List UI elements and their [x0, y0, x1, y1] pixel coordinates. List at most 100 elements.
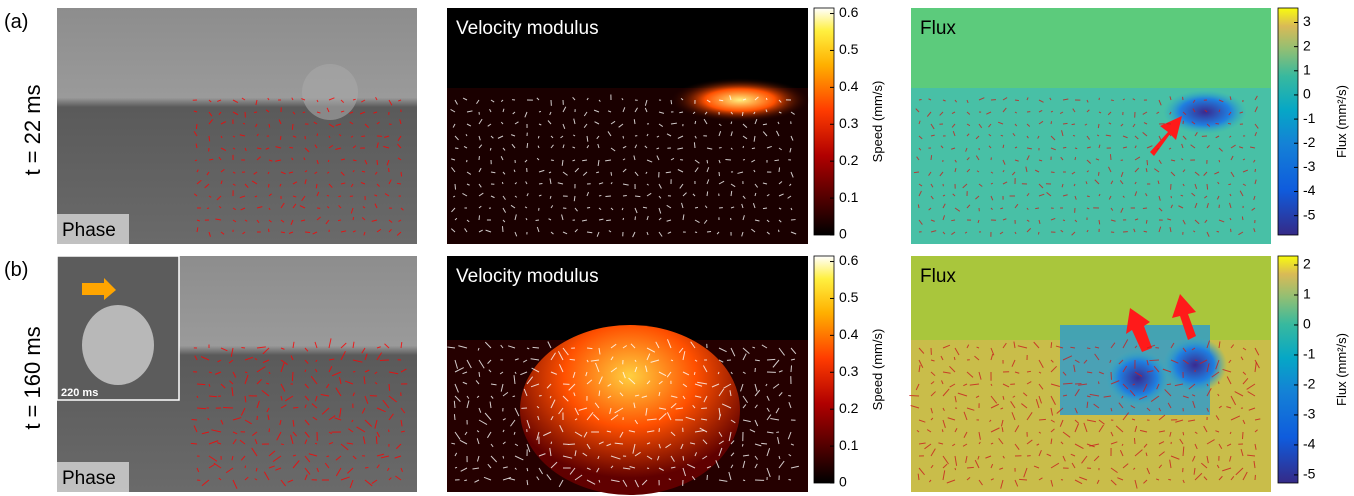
vector [1134, 438, 1135, 444]
phase-label: Phase [62, 468, 116, 489]
vector [1111, 372, 1112, 380]
vector [1219, 160, 1220, 162]
vector [464, 480, 467, 481]
vector [551, 442, 552, 444]
tick-label: -3 [1303, 158, 1316, 174]
vector [207, 208, 209, 209]
tick-label: -1 [1303, 110, 1316, 126]
vector [742, 444, 743, 446]
vector [502, 226, 503, 232]
tick-label: 0.2 [839, 152, 859, 168]
vector [671, 360, 673, 361]
vector [281, 232, 285, 233]
vector [1015, 100, 1019, 101]
vector [281, 444, 284, 445]
vector [362, 171, 365, 172]
vector [538, 136, 539, 138]
vector [1038, 232, 1039, 234]
time-label: t = 22 ms [20, 84, 45, 175]
vector [1147, 160, 1148, 165]
vector [245, 372, 247, 373]
vector [292, 372, 293, 381]
vector [490, 148, 491, 151]
vector [1072, 124, 1075, 125]
vector [743, 480, 745, 481]
tick-label: 0.1 [839, 189, 859, 205]
vector [209, 136, 210, 141]
vector [695, 232, 697, 233]
vector [454, 414, 455, 420]
vector [377, 160, 378, 165]
vector [707, 191, 708, 196]
tick-label: 0.5 [839, 289, 859, 305]
vector [788, 479, 791, 480]
tick-label: -2 [1303, 134, 1316, 150]
vector [305, 232, 310, 233]
vector [694, 142, 695, 148]
vector [623, 136, 624, 139]
vector [254, 112, 257, 113]
panel-label: (a) [4, 11, 28, 33]
vector [743, 146, 744, 148]
vector [1195, 360, 1198, 361]
vector [1098, 172, 1099, 176]
tick-label: 2 [1303, 37, 1311, 53]
vector [914, 172, 919, 173]
tick-label: -3 [1303, 406, 1316, 422]
vector [196, 124, 197, 129]
vector [289, 147, 293, 148]
vector [539, 111, 541, 112]
vector [918, 204, 919, 208]
vector [671, 100, 672, 104]
vector [605, 196, 611, 197]
vector [353, 217, 354, 220]
tick-label: -4 [1303, 182, 1316, 198]
tick-label: 1 [1303, 286, 1311, 302]
vector [513, 396, 515, 397]
vector [1228, 123, 1231, 124]
vector [503, 456, 504, 458]
colorbar [1278, 8, 1298, 235]
vector [243, 123, 245, 124]
flux-sink [1106, 350, 1170, 406]
vector [389, 384, 390, 391]
panel-title: Flux [920, 18, 956, 39]
vector [635, 196, 640, 197]
tick-label: 0.2 [839, 400, 859, 416]
vector [763, 208, 767, 209]
inset-label: 220 ms [61, 387, 98, 399]
vector [1146, 220, 1147, 224]
vector [533, 347, 539, 348]
vector [479, 215, 480, 220]
phase-image [57, 8, 417, 244]
vector [1019, 479, 1027, 480]
vector [752, 148, 755, 149]
vector [587, 207, 590, 208]
vector [268, 184, 269, 187]
velocity-hotspot [520, 325, 740, 495]
tick-label: 0.4 [839, 78, 859, 94]
vector [931, 155, 932, 160]
vector [1087, 196, 1090, 197]
colorbar-label: Flux (mm²/s) [1334, 333, 1349, 406]
vector [774, 160, 779, 161]
vector [1242, 432, 1243, 439]
vector [338, 196, 341, 197]
vector [479, 372, 480, 377]
phase-label: Phase [62, 220, 116, 241]
vector [245, 466, 246, 468]
vector [1111, 100, 1114, 101]
vector [197, 384, 205, 385]
tick-label: -1 [1303, 346, 1316, 362]
vector [1063, 123, 1068, 124]
vector [316, 184, 317, 188]
vector [695, 207, 698, 208]
vector [623, 218, 624, 220]
vector [1110, 154, 1111, 160]
tick-label: 0 [839, 226, 847, 242]
tick-label: 0.6 [839, 4, 859, 20]
figure: (a)t = 22 msPhaseVelocity modulusFlux00.… [0, 0, 1354, 496]
vector [919, 99, 922, 100]
vector [1027, 371, 1031, 372]
vector [951, 220, 955, 221]
